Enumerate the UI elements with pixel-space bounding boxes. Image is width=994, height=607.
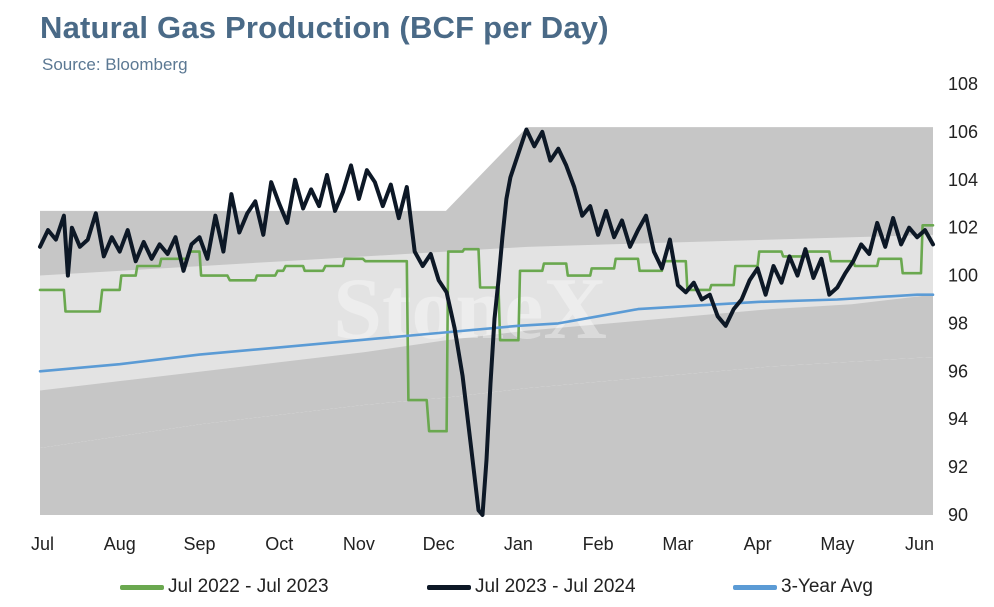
y-axis-ticks: 90 92 94 96 98 100 102 104 106 108 bbox=[948, 74, 978, 525]
x-tick-label: Mar bbox=[662, 534, 693, 554]
y-tick-label: 106 bbox=[948, 122, 978, 142]
legend-item-jul-2023: Jul 2023 - Jul 2024 bbox=[427, 576, 636, 598]
x-tick-label: Jun bbox=[905, 534, 934, 554]
series-lines bbox=[38, 127, 935, 517]
y-tick-label: 96 bbox=[948, 361, 968, 381]
watermark-text: StoneX bbox=[333, 261, 607, 358]
y-tick-label: 98 bbox=[948, 313, 968, 333]
x-tick-label: Aug bbox=[104, 534, 136, 554]
x-tick-label: Oct bbox=[265, 534, 293, 554]
chart-title: Natural Gas Production (BCF per Day) bbox=[40, 10, 609, 45]
x-tick-label: Apr bbox=[744, 534, 772, 554]
x-tick-label: Sep bbox=[183, 534, 215, 554]
y-tick-label: 100 bbox=[948, 266, 978, 286]
x-axis-ticks: Jul Aug Sep Oct Nov Dec Jan Feb Mar Apr May Jun bbox=[31, 534, 934, 554]
y-tick-label: 102 bbox=[948, 218, 978, 238]
legend-swatch-black bbox=[427, 584, 471, 590]
x-tick-label: Dec bbox=[423, 534, 455, 554]
x-tick-label: Feb bbox=[583, 534, 614, 554]
legend-swatch-green bbox=[120, 584, 164, 590]
x-tick-label: Jan bbox=[504, 534, 533, 554]
legend-item-jul-2022: Jul 2022 - Jul 2023 bbox=[120, 576, 329, 598]
legend-swatch-blue bbox=[733, 584, 777, 590]
series-line-jul-2023 bbox=[38, 127, 935, 517]
chart-legend: Jul 2022 - Jul 2023 Jul 2023 - Jul 2024 … bbox=[0, 576, 994, 602]
series-line-jul-2022 bbox=[38, 224, 935, 433]
legend-label: 3-Year Avg bbox=[781, 576, 873, 597]
y-tick-label: 104 bbox=[948, 170, 978, 190]
legend-item-3yr-avg: 3-Year Avg bbox=[733, 576, 873, 598]
x-tick-label: Nov bbox=[343, 534, 375, 554]
y-tick-label: 90 bbox=[948, 505, 968, 525]
legend-label: Jul 2022 - Jul 2023 bbox=[168, 576, 329, 597]
y-tick-label: 92 bbox=[948, 457, 968, 477]
x-tick-label: May bbox=[820, 534, 854, 554]
chart-subtitle: Source: Bloomberg bbox=[42, 55, 188, 74]
y-tick-label: 108 bbox=[948, 74, 978, 94]
x-tick-label: Jul bbox=[31, 534, 54, 554]
legend-label: Jul 2023 - Jul 2024 bbox=[475, 576, 636, 597]
line-chart: StoneX 90 92 94 96 98 100 102 104 106 108 Jul Aug S… bbox=[31, 74, 978, 554]
band-range-inner bbox=[40, 234, 933, 391]
series-line-3yr-avg bbox=[38, 293, 935, 373]
y-tick-label: 94 bbox=[948, 409, 968, 429]
